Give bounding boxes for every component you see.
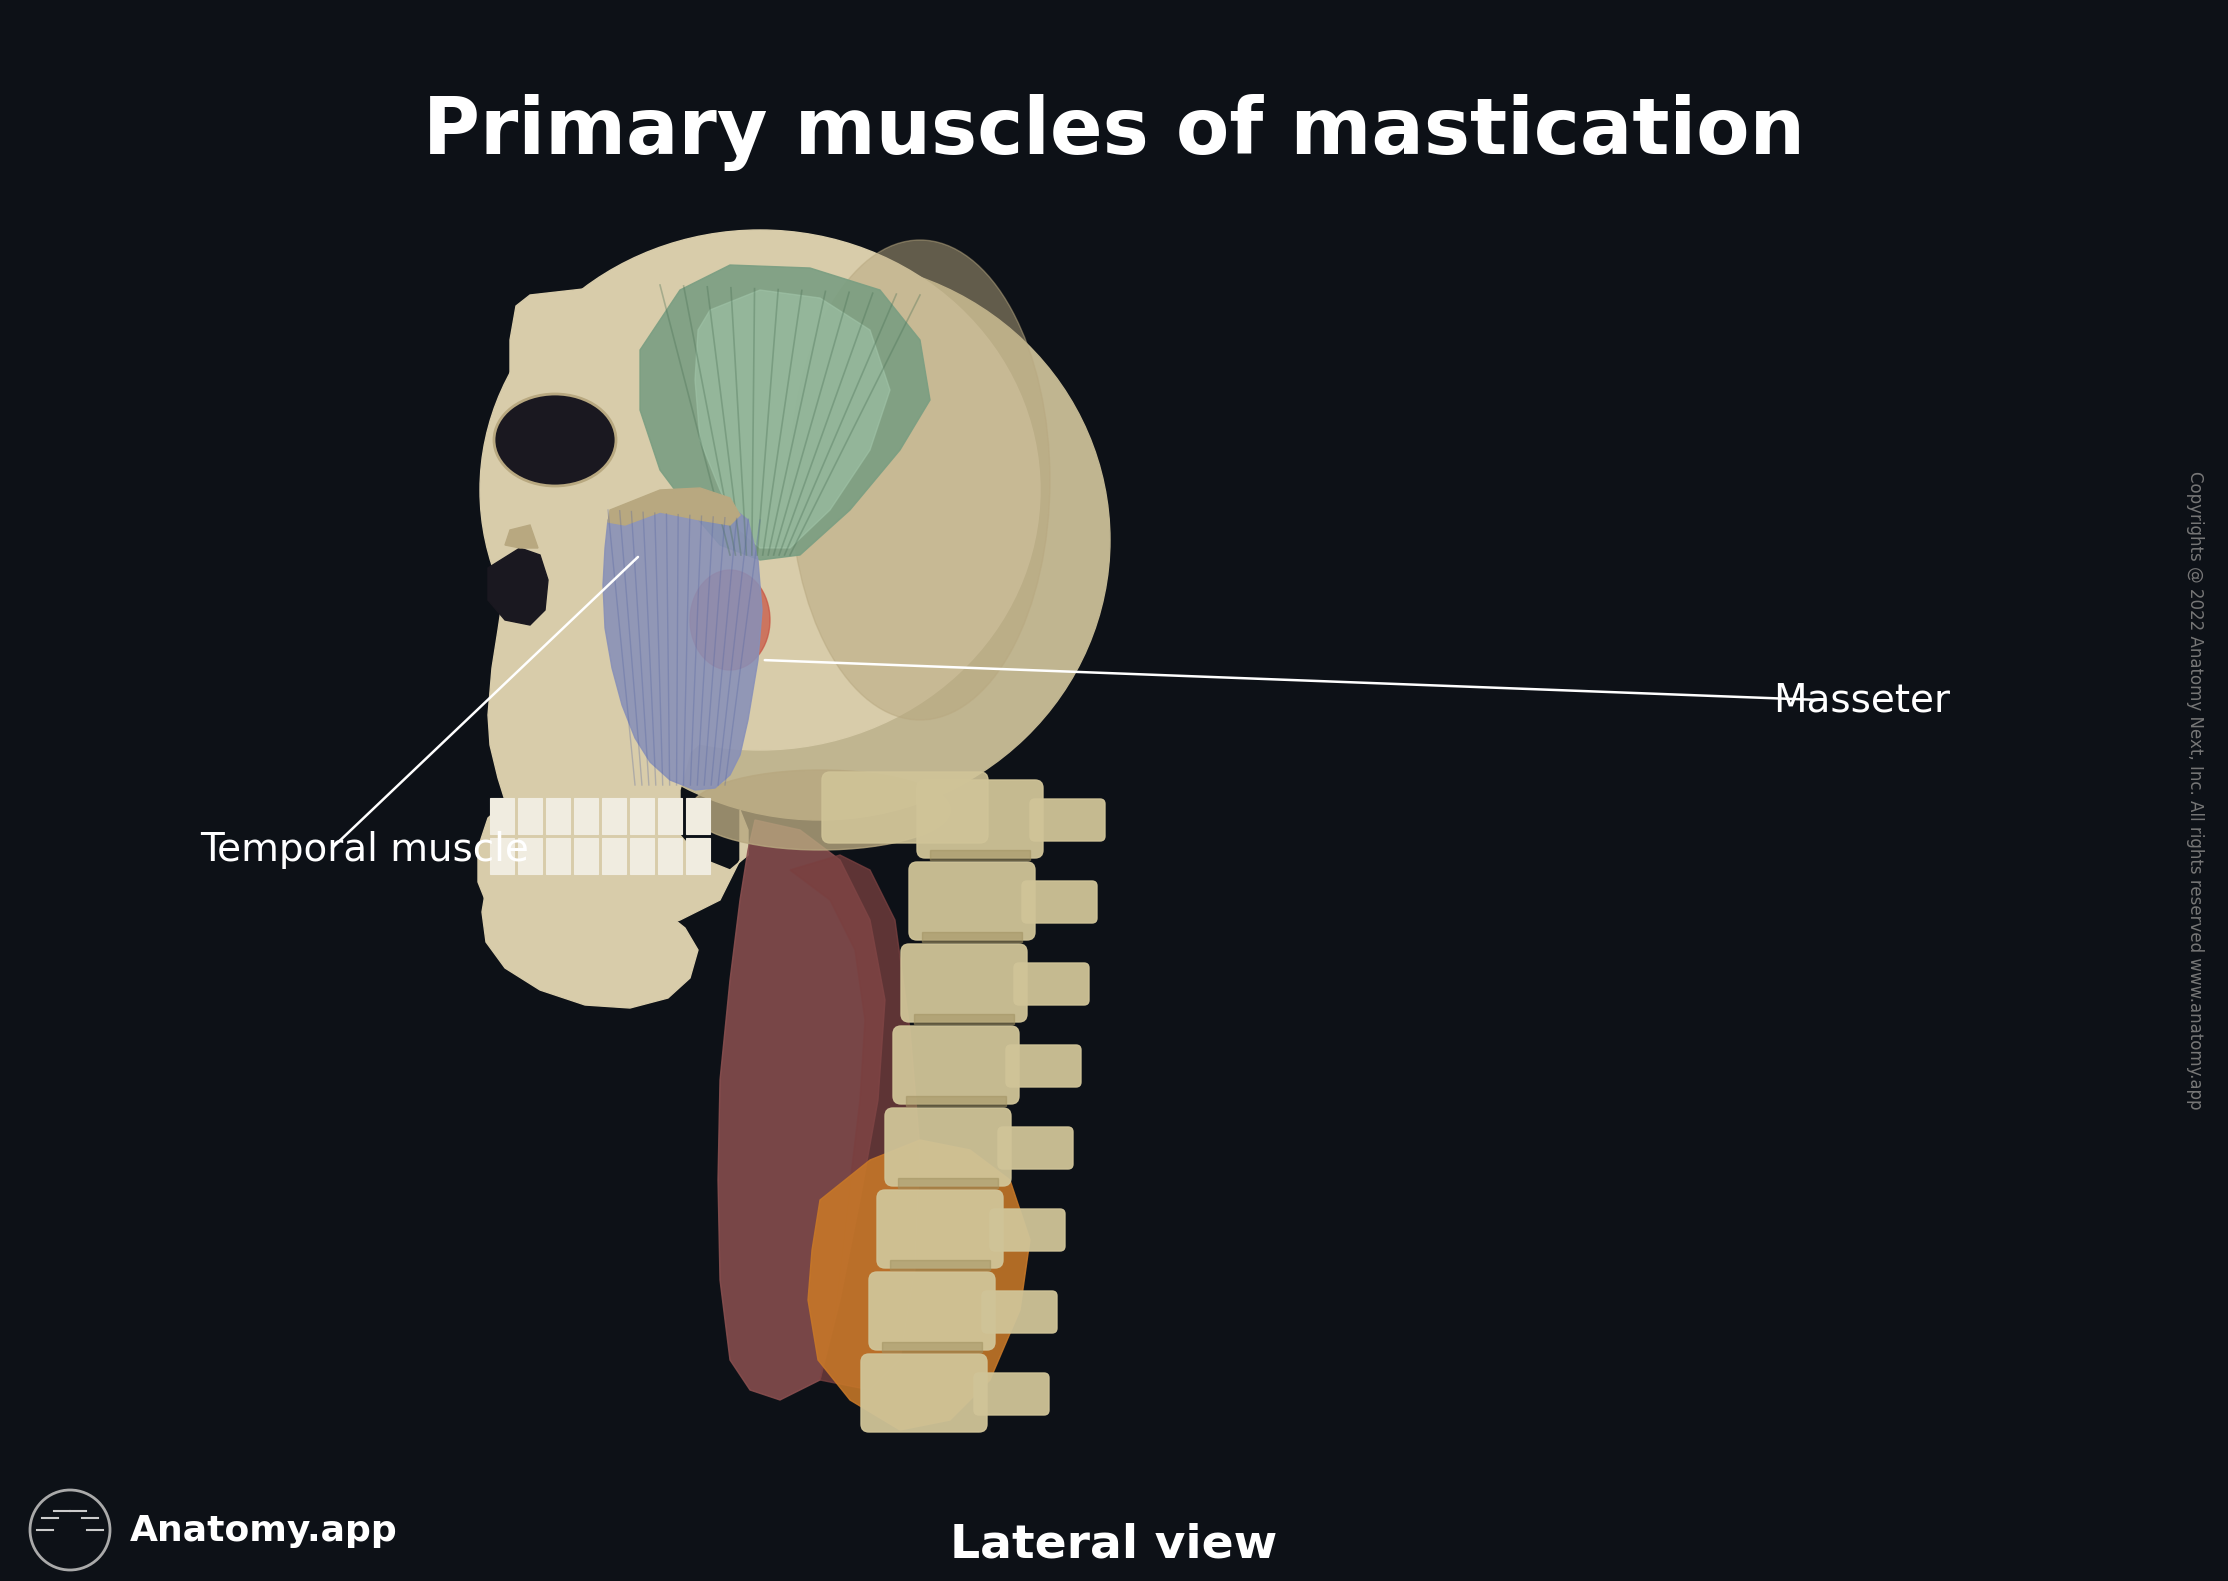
FancyBboxPatch shape xyxy=(860,1353,987,1432)
Bar xyxy=(882,1342,983,1352)
Bar xyxy=(913,1013,1014,1024)
Bar xyxy=(889,1260,989,1270)
Text: Primary muscles of mastication: Primary muscles of mastication xyxy=(423,93,1805,171)
Polygon shape xyxy=(506,525,537,549)
Ellipse shape xyxy=(479,229,1040,749)
Bar xyxy=(631,798,655,835)
FancyBboxPatch shape xyxy=(1029,798,1105,841)
Ellipse shape xyxy=(530,259,1110,821)
FancyBboxPatch shape xyxy=(878,1190,1003,1268)
Polygon shape xyxy=(639,266,929,560)
FancyBboxPatch shape xyxy=(983,1292,1056,1333)
Ellipse shape xyxy=(691,770,949,851)
FancyBboxPatch shape xyxy=(869,1273,996,1350)
Bar xyxy=(602,798,626,835)
Text: Temporal muscle: Temporal muscle xyxy=(201,832,528,870)
Text: Masseter: Masseter xyxy=(1773,681,1950,719)
Polygon shape xyxy=(608,489,740,525)
FancyBboxPatch shape xyxy=(974,1372,1049,1415)
Bar xyxy=(657,838,682,874)
Bar xyxy=(546,838,570,874)
Text: Anatomy.app: Anatomy.app xyxy=(129,1515,399,1548)
Bar xyxy=(929,851,1029,860)
Bar xyxy=(546,798,570,835)
Ellipse shape xyxy=(691,571,771,670)
Polygon shape xyxy=(479,281,749,945)
Bar xyxy=(602,838,626,874)
Bar xyxy=(898,1178,998,1187)
Polygon shape xyxy=(809,1140,1029,1429)
Text: Lateral view: Lateral view xyxy=(951,1523,1277,1567)
Bar xyxy=(922,933,1023,942)
Bar xyxy=(575,838,597,874)
Bar xyxy=(517,798,541,835)
Polygon shape xyxy=(488,549,548,624)
Text: Copyrights @ 2022 Anatomy Next, Inc. All rights reserved www.anatomy.app: Copyrights @ 2022 Anatomy Next, Inc. All… xyxy=(2186,471,2203,1110)
Bar xyxy=(517,838,541,874)
FancyBboxPatch shape xyxy=(893,1026,1018,1104)
Bar xyxy=(657,798,682,835)
Bar xyxy=(686,798,711,835)
Ellipse shape xyxy=(791,240,1049,719)
Bar xyxy=(490,838,515,874)
Polygon shape xyxy=(791,855,920,1390)
Bar xyxy=(686,838,711,874)
FancyBboxPatch shape xyxy=(1007,1045,1081,1088)
FancyBboxPatch shape xyxy=(1014,963,1089,1006)
Polygon shape xyxy=(604,495,762,790)
FancyBboxPatch shape xyxy=(1023,881,1096,923)
FancyBboxPatch shape xyxy=(909,862,1036,941)
Ellipse shape xyxy=(495,395,615,485)
FancyBboxPatch shape xyxy=(900,944,1027,1021)
FancyBboxPatch shape xyxy=(989,1209,1065,1251)
FancyBboxPatch shape xyxy=(998,1127,1074,1168)
Polygon shape xyxy=(695,289,889,549)
FancyBboxPatch shape xyxy=(885,1108,1012,1186)
Bar xyxy=(575,798,597,835)
FancyBboxPatch shape xyxy=(822,772,987,843)
Polygon shape xyxy=(481,877,697,1009)
Polygon shape xyxy=(717,821,885,1401)
Bar xyxy=(907,1096,1007,1107)
FancyBboxPatch shape xyxy=(918,779,1043,858)
Bar xyxy=(490,798,515,835)
Bar xyxy=(631,838,655,874)
